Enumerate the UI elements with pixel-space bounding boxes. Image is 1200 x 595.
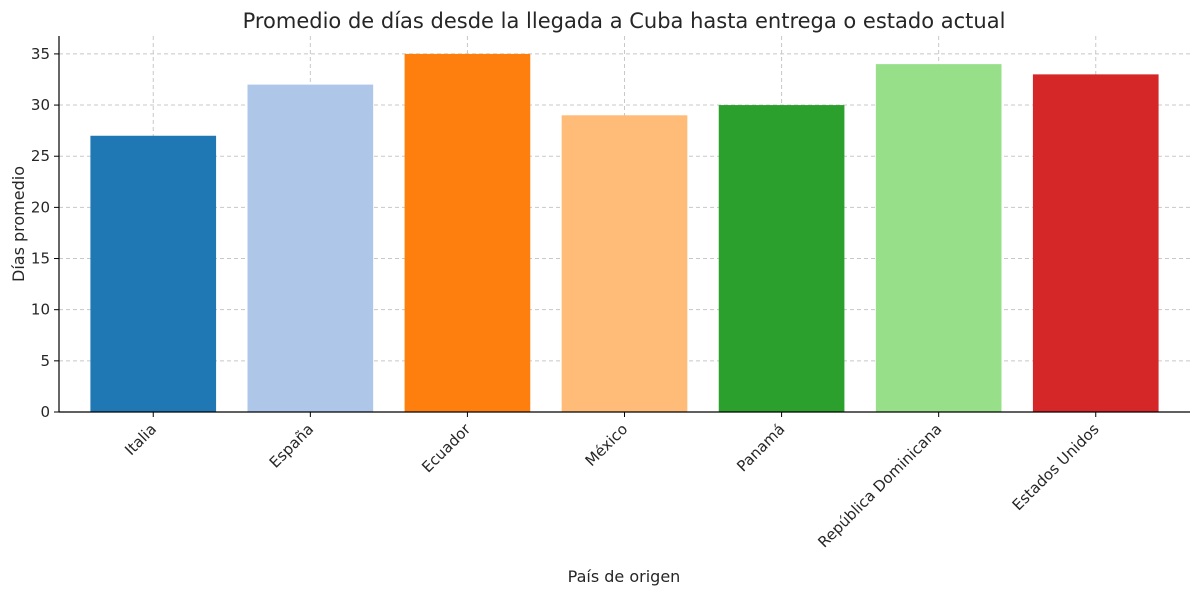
chart-title: Promedio de días desde la llegada a Cuba…: [243, 9, 1006, 33]
bar: [90, 135, 217, 412]
y-tick-label: 35: [31, 45, 50, 63]
y-tick-label: 10: [31, 301, 50, 319]
y-tick-label: 0: [40, 403, 50, 421]
bar: [247, 84, 374, 413]
x-tick-label: México: [582, 420, 632, 470]
bar: [875, 64, 1002, 413]
x-tick-label: República Dominicana: [814, 420, 945, 551]
bar: [404, 53, 531, 413]
y-axis: 0 5 10 15 20 25 30 35: [31, 36, 60, 421]
x-tick-label: Panamá: [733, 420, 788, 475]
y-tick-label: 25: [31, 147, 50, 165]
x-tick-label: Italia: [121, 420, 160, 459]
x-axis-label: País de origen: [568, 567, 681, 586]
y-tick-label: 30: [31, 96, 50, 114]
bars: [90, 53, 1159, 413]
bar: [718, 105, 845, 413]
x-axis: Italia España Ecuador México Panamá República…: [59, 411, 1190, 551]
x-tick-label: Estados Unidos: [1009, 420, 1103, 514]
y-tick-label: 15: [31, 250, 50, 268]
bar: [561, 115, 688, 413]
y-tick-label: 5: [40, 352, 50, 370]
bar: [1032, 74, 1159, 413]
x-tick-label: España: [266, 420, 317, 471]
x-tick-label: Ecuador: [418, 420, 475, 477]
y-axis-label: Días promedio: [9, 166, 28, 282]
y-tick-label: 20: [31, 198, 50, 216]
